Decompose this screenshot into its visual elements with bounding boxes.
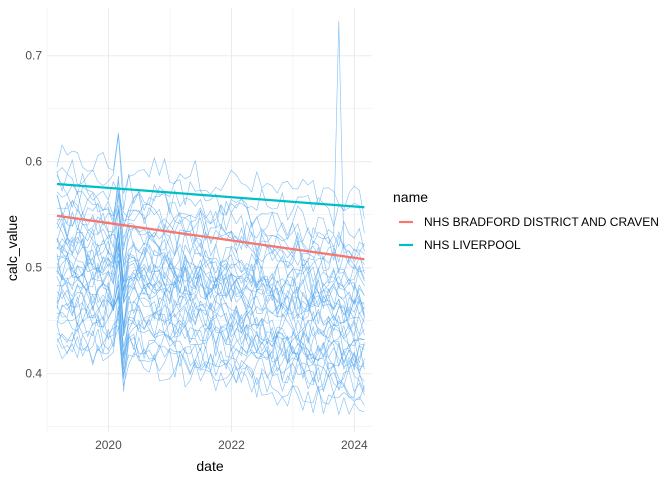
background-series-line xyxy=(56,175,365,261)
background-series-line xyxy=(56,195,365,274)
background-series-line xyxy=(56,210,365,274)
background-series-line xyxy=(56,295,365,367)
background-series-line xyxy=(56,310,365,400)
legend-title: name xyxy=(393,189,428,205)
background-series-line xyxy=(56,327,365,414)
background-series-line xyxy=(56,132,365,219)
background-series-line xyxy=(56,270,365,357)
y-axis-ticks: 0.4 0.5 0.6 0.7 xyxy=(25,49,42,381)
background-series-line xyxy=(56,274,365,368)
trend-line-bradford xyxy=(56,214,365,261)
legend: name NHS BRADFORD DISTRICT AND CRAVEN NH… xyxy=(393,189,659,252)
y-tick-label: 0.6 xyxy=(25,155,42,169)
background-series-line xyxy=(56,311,365,391)
x-tick-label: 2024 xyxy=(341,438,368,452)
background-series-line xyxy=(56,229,365,318)
background-series-line xyxy=(56,244,365,342)
background-series-line xyxy=(56,20,365,263)
legend-label-liverpool: NHS LIVERPOOL xyxy=(424,238,521,252)
background-series-line xyxy=(56,180,365,252)
x-axis-ticks: 2020 2022 2024 xyxy=(95,438,368,452)
x-tick-label: 2022 xyxy=(218,438,245,452)
x-axis-title: date xyxy=(196,458,223,474)
background-series-line xyxy=(56,246,365,311)
background-series-line xyxy=(56,242,365,346)
background-series-line xyxy=(56,290,365,375)
background-series-line xyxy=(56,230,365,304)
y-tick-label: 0.4 xyxy=(25,367,42,381)
trend-lines xyxy=(56,182,365,261)
y-tick-label: 0.5 xyxy=(25,261,42,275)
background-series-line xyxy=(56,171,365,255)
background-series-line xyxy=(56,230,365,336)
y-tick-label: 0.7 xyxy=(25,49,42,63)
background-series-line xyxy=(56,135,365,233)
x-tick-label: 2020 xyxy=(95,438,122,452)
legend-label-bradford: NHS BRADFORD DISTRICT AND CRAVEN xyxy=(424,215,659,229)
background-series-line xyxy=(56,280,365,370)
trend-line-liverpool xyxy=(56,182,365,209)
y-axis-title: calc_value xyxy=(4,215,20,281)
background-series xyxy=(56,20,365,416)
background-series-line xyxy=(56,186,365,274)
